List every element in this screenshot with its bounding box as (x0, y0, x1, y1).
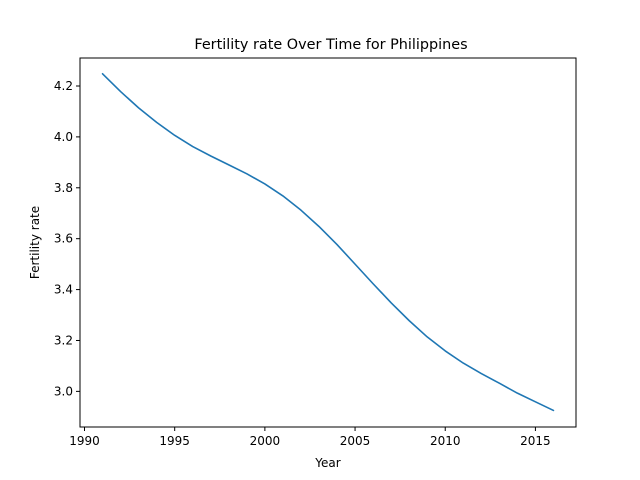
x-tick-label: 1995 (159, 434, 190, 448)
y-tick-label: 3.6 (54, 232, 73, 246)
x-tick-label: 2000 (250, 434, 281, 448)
y-axis-label: Fertility rate (28, 206, 42, 279)
y-tick-label: 3.0 (54, 384, 73, 398)
x-axis-label: Year (314, 456, 340, 470)
x-tick-label: 1990 (69, 434, 100, 448)
y-tick-label: 4.2 (54, 79, 73, 93)
y-tick-label: 3.4 (54, 283, 73, 297)
y-tick-label: 3.2 (54, 333, 73, 347)
plot-frame (79, 57, 577, 428)
x-axis: 1990 1995 2000 2005 2010 2015 (69, 427, 551, 448)
x-tick-label: 2015 (520, 434, 551, 448)
x-tick-label: 2010 (430, 434, 461, 448)
chart-title: Fertility rate Over Time for Philippines (194, 37, 467, 53)
y-tick-label: 4.0 (54, 130, 73, 144)
y-tick-label: 3.8 (54, 181, 73, 195)
y-axis: 3.0 3.2 3.4 3.6 3.8 4.0 4.2 (54, 79, 80, 398)
plot-area (101, 72, 555, 412)
x-tick-label: 2005 (340, 434, 371, 448)
series-line (101, 72, 555, 412)
